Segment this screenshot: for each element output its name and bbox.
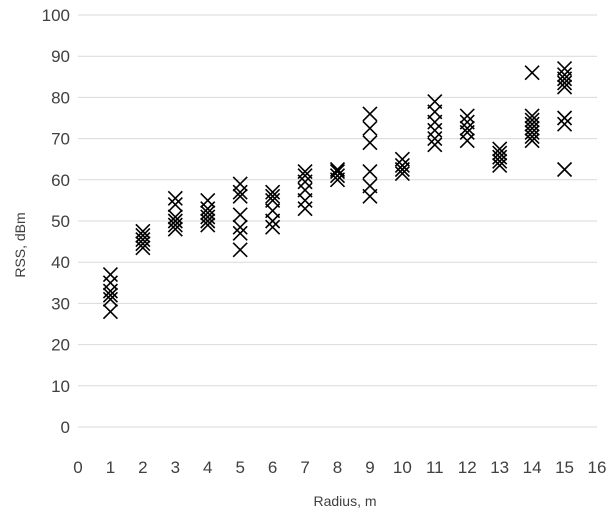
data-point	[556, 60, 573, 77]
x-tick-label: 4	[203, 458, 212, 477]
data-point	[427, 122, 443, 138]
data-point	[492, 145, 508, 161]
data-point	[102, 275, 119, 291]
x-tick-label: 5	[235, 458, 244, 477]
x-tick-label: 1	[106, 458, 115, 477]
data-point	[362, 120, 378, 136]
data-point	[492, 141, 508, 157]
data-point	[200, 205, 216, 221]
x-tick-label: 15	[555, 458, 574, 477]
y-tick-label: 20	[51, 336, 70, 355]
data-point	[459, 133, 475, 149]
data-point	[102, 304, 119, 320]
data-point	[135, 227, 151, 243]
y-tick-label: 70	[51, 130, 70, 149]
x-tick-label: 2	[138, 458, 147, 477]
y-axis-title: RSS, dBm	[12, 212, 28, 277]
x-tick-label: 8	[333, 458, 342, 477]
data-point	[167, 190, 183, 206]
data-point	[329, 163, 346, 180]
data-point	[232, 176, 248, 192]
data-point	[556, 110, 573, 126]
data-point	[329, 161, 346, 178]
gridlines	[78, 14, 597, 428]
data-point	[394, 157, 410, 173]
y-tick-label: 30	[51, 294, 70, 313]
data-point	[297, 201, 313, 217]
y-tick-label: 80	[51, 88, 70, 107]
data-point	[556, 67, 573, 83]
y-axis-tick-labels: 0 10 20 30 40 50 60 70 80 90 100	[42, 6, 70, 437]
data-point	[459, 114, 475, 130]
y-tick-label: 0	[61, 418, 70, 437]
data-point	[524, 112, 540, 128]
data-point	[200, 192, 216, 208]
data-point	[524, 108, 540, 124]
data-point	[297, 163, 313, 180]
x-axis-title: Radius, m	[313, 493, 376, 509]
x-tick-label: 13	[490, 458, 509, 477]
data-point	[459, 108, 475, 124]
data-point	[102, 266, 119, 283]
y-tick-label: 50	[51, 212, 70, 231]
data-point	[265, 219, 281, 235]
data-point	[556, 161, 573, 178]
data-point	[265, 184, 281, 200]
data-point	[167, 196, 183, 213]
data-point	[394, 151, 410, 167]
data-point	[232, 219, 248, 235]
data-point	[232, 242, 248, 258]
data-point	[232, 188, 248, 204]
y-tick-label: 60	[51, 171, 70, 190]
data-point	[167, 209, 183, 225]
data-point	[427, 137, 443, 153]
x-tick-label: 7	[300, 458, 309, 477]
data-point	[362, 106, 378, 122]
data-point	[297, 168, 313, 184]
data-point	[362, 135, 378, 151]
y-tick-label: 10	[51, 377, 70, 396]
data-point	[556, 116, 573, 132]
data-points	[102, 60, 573, 320]
data-point	[524, 65, 540, 81]
x-tick-label: 16	[588, 458, 607, 477]
x-tick-label: 14	[523, 458, 542, 477]
data-point	[232, 207, 248, 223]
y-tick-label: 90	[51, 47, 70, 66]
data-point	[102, 287, 119, 303]
x-tick-label: 10	[393, 458, 412, 477]
data-point	[167, 213, 183, 229]
data-point	[232, 225, 248, 241]
x-tick-label: 11	[426, 458, 444, 477]
x-tick-label: 9	[365, 458, 374, 477]
x-tick-label: 0	[73, 458, 82, 477]
y-tick-label: 40	[51, 253, 70, 272]
data-point	[427, 93, 443, 110]
data-point	[459, 120, 475, 136]
x-tick-label: 12	[458, 458, 477, 477]
data-point	[297, 182, 313, 198]
y-tick-label: 100	[42, 6, 70, 25]
data-point	[362, 178, 378, 194]
data-point	[329, 168, 346, 184]
data-point	[265, 188, 281, 204]
data-point	[362, 163, 378, 180]
data-point	[135, 223, 151, 239]
x-axis-tick-labels: 0 1 2 3 4 5 6 7 8 9 10 11 12 13 14 15 16	[73, 458, 606, 477]
x-tick-label: 6	[268, 458, 277, 477]
x-tick-label: 3	[171, 458, 180, 477]
